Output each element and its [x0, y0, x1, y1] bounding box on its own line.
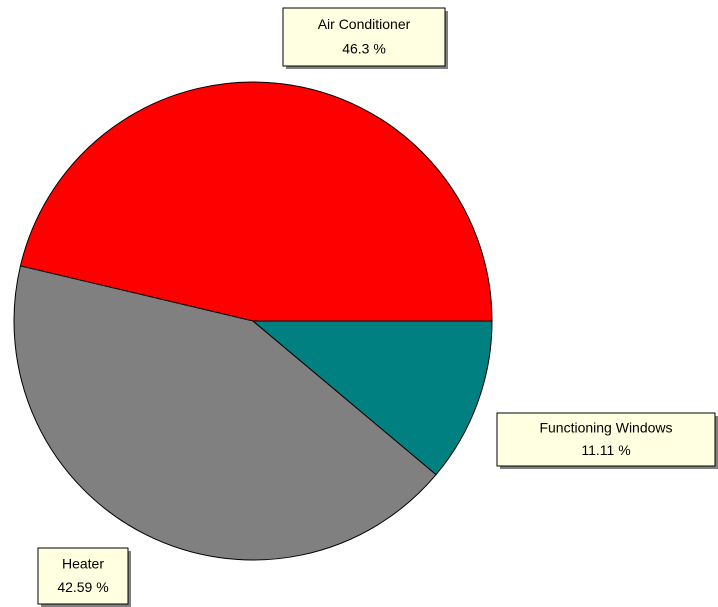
pie-slice: [19, 81, 493, 322]
slice-value-label: 46.3 %: [342, 40, 386, 56]
label-box: [282, 7, 446, 67]
pie-slice: [251, 320, 493, 476]
pie-slice: [13, 265, 437, 561]
label-box: [496, 412, 716, 467]
slice-label: Air Conditioner: [318, 16, 411, 32]
slice-value-label: 42.59 %: [57, 579, 108, 595]
slice-value-label: 11.11 %: [581, 442, 630, 458]
slice-label: Heater: [62, 556, 104, 572]
label-box: [37, 547, 129, 605]
slice-label: Functioning Windows: [539, 420, 672, 436]
